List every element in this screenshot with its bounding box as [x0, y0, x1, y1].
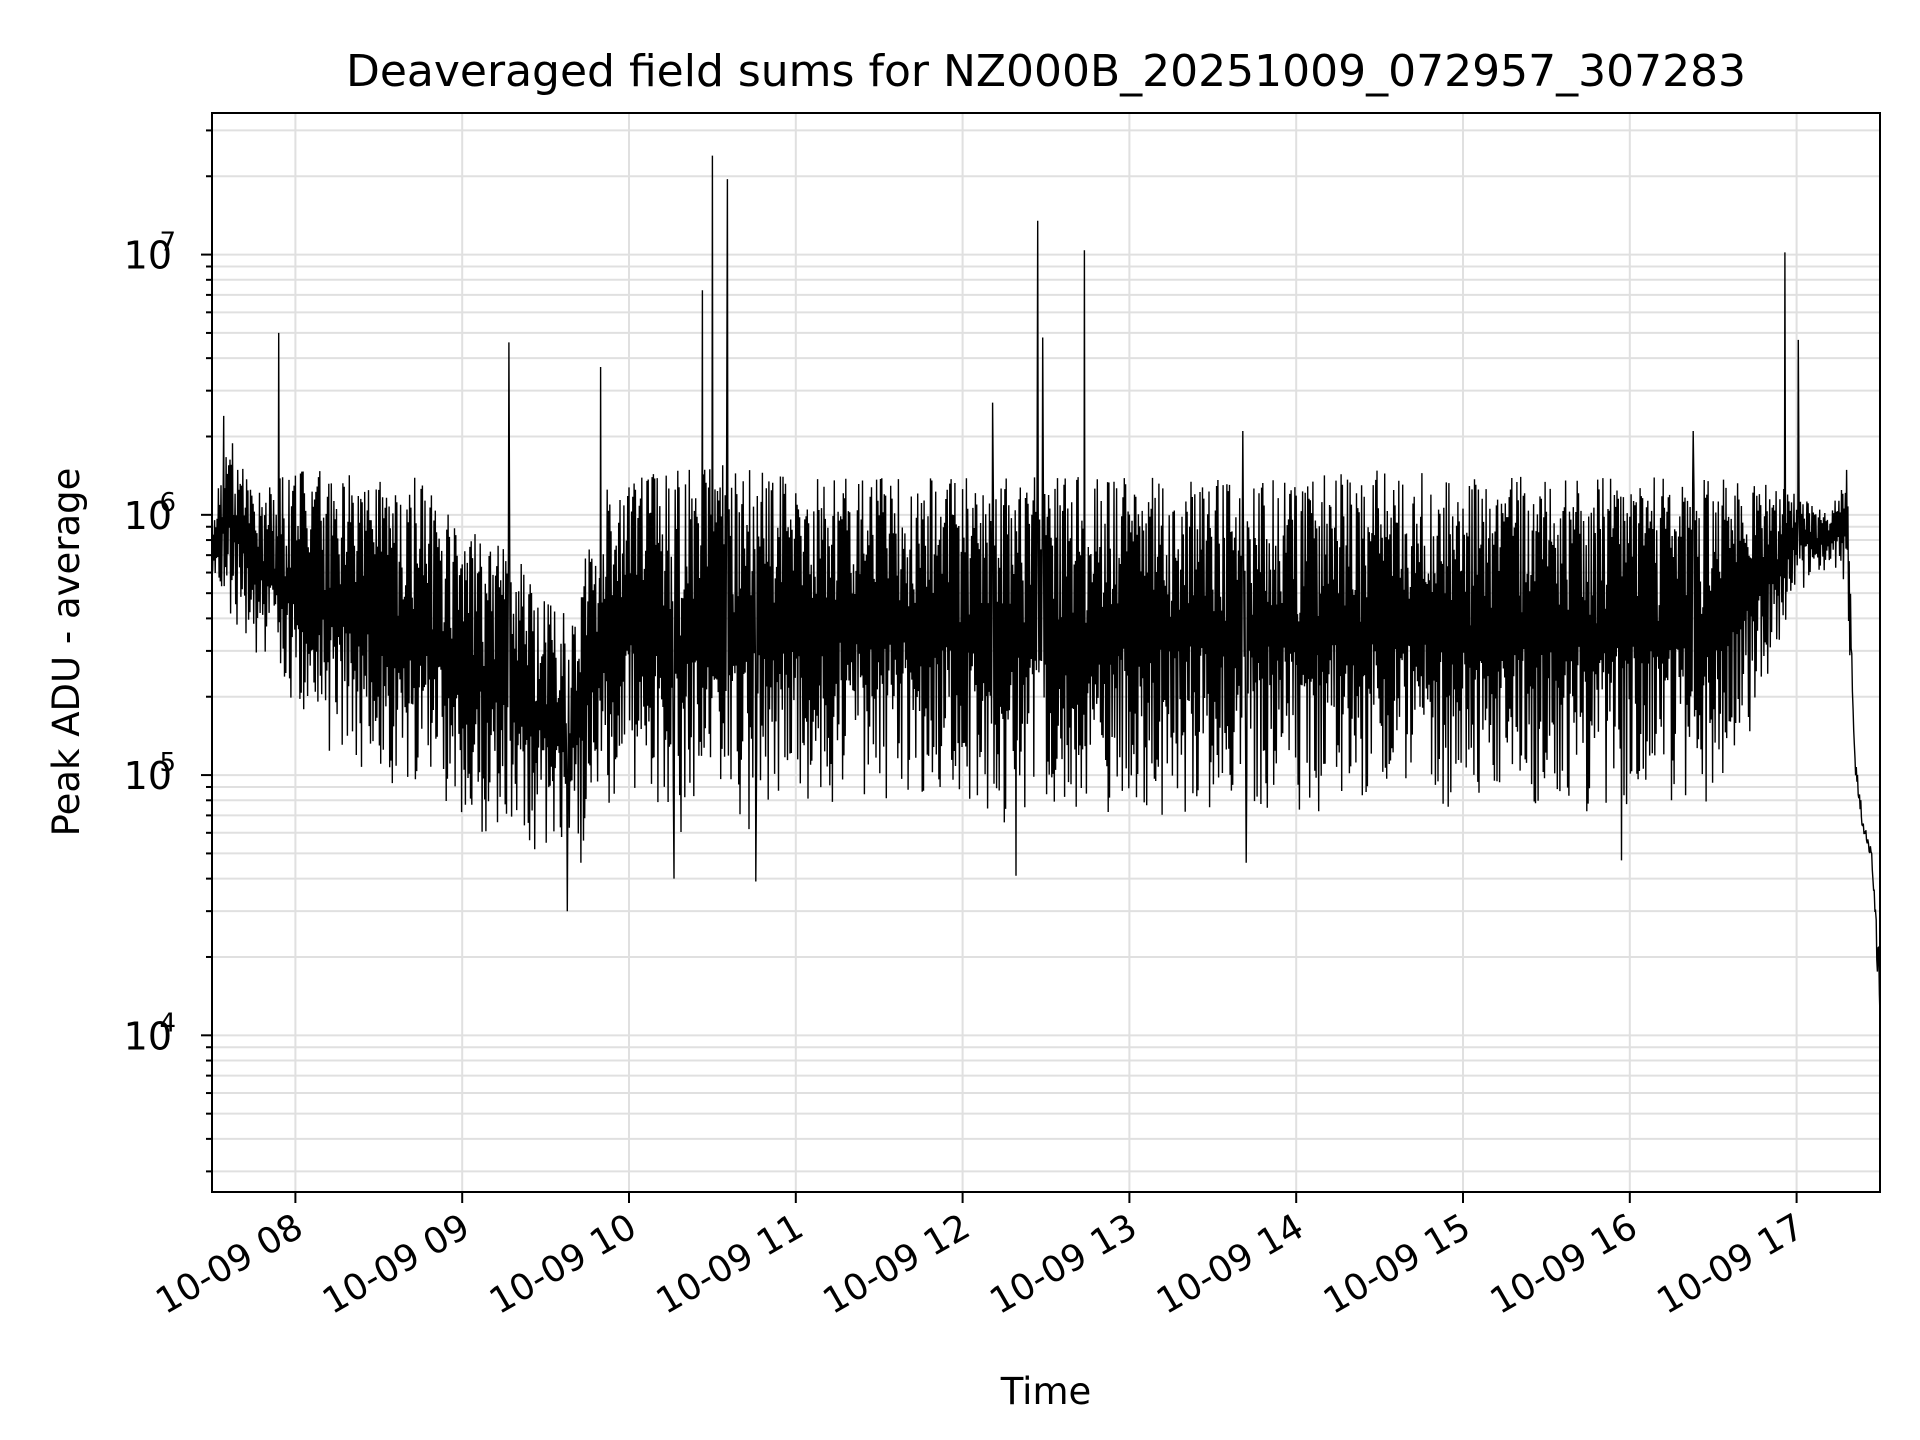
plot-frame	[211, 112, 1881, 1193]
chart-title: Deaveraged field sums for NZ000B_2025100…	[346, 46, 1746, 97]
data-series	[211, 155, 1881, 1017]
x-tick-label: 10-09 13	[983, 1206, 1144, 1322]
y-tick-label: 10	[124, 494, 172, 538]
series-line	[211, 155, 1881, 1017]
y-tick-label-exponent: 5	[159, 748, 176, 778]
y-tick-label-exponent: 4	[159, 1008, 176, 1038]
x-tick-label: 10-09 15	[1317, 1206, 1478, 1322]
x-tick-label: 10-09 09	[316, 1206, 477, 1322]
y-tick-label-exponent: 6	[159, 488, 176, 518]
y-axis-label: Peak ADU - average	[45, 468, 88, 837]
x-tick-label: 10-09 14	[1150, 1206, 1311, 1322]
y-tick-label: 10	[124, 754, 172, 798]
y-tick-label: 10	[124, 1014, 172, 1058]
x-tick-label: 10-09 16	[1484, 1206, 1645, 1322]
x-tick-label: 10-09 17	[1650, 1206, 1811, 1322]
x-tick-label: 10-09 12	[816, 1206, 977, 1322]
x-tick-label: 10-09 11	[650, 1206, 811, 1322]
y-tick-label: 10	[124, 234, 172, 278]
x-axis-label: Time	[1000, 1370, 1092, 1413]
x-tick-label: 10-09 08	[149, 1206, 310, 1322]
x-tick-label: 10-09 10	[483, 1206, 644, 1322]
y-tick-label-exponent: 7	[159, 228, 176, 258]
